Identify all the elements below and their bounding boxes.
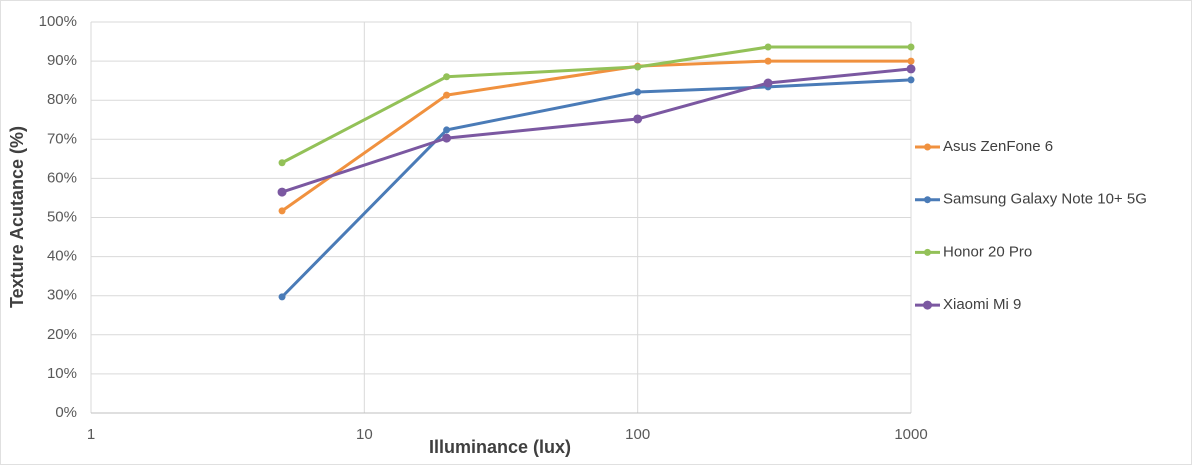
x-axis-title: Illuminance (lux) [429,437,571,457]
y-tick-label: 10% [47,365,77,382]
data-point [763,78,773,88]
legend-label: Xiaomi Mi 9 [943,296,1021,313]
data-point [443,126,451,134]
y-tick-label: 80% [47,91,77,108]
y-tick-label: 100% [39,13,77,30]
data-point [907,76,915,84]
x-tick-label: 1000 [894,426,927,443]
y-tick-label: 50% [47,208,77,225]
y-tick-label: 90% [47,52,77,69]
data-point [634,88,642,96]
data-point [443,91,451,99]
x-tick-label: 10 [356,426,373,443]
data-point [442,133,452,143]
y-tick-label: 70% [47,130,77,147]
y-axis-title: Texture Acutance (%) [7,126,27,308]
y-tick-label: 30% [47,287,77,304]
legend-label: Honor 20 Pro [943,243,1032,260]
legend-label: Asus ZenFone 6 [943,138,1053,155]
data-point [278,159,286,167]
data-point [278,293,286,301]
data-point [633,114,643,124]
data-point [907,57,915,65]
data-point [634,63,642,71]
data-point [764,57,772,65]
legend-marker [924,196,931,204]
data-point [906,64,916,74]
legend-label: Samsung Galaxy Note 10+ 5G [943,191,1147,208]
y-tick-label: 40% [47,248,77,265]
legend-marker [924,143,931,151]
data-point [277,187,287,197]
data-point [278,207,286,215]
data-point [907,43,915,51]
y-tick-label: 60% [47,169,77,186]
data-point [764,43,772,51]
y-tick-label: 20% [47,326,77,343]
data-point [443,73,451,81]
y-tick-label: 0% [55,404,77,421]
x-tick-label: 100 [625,426,650,443]
legend-marker [924,248,931,256]
x-tick-label: 1 [87,426,95,443]
legend-marker [923,300,932,310]
